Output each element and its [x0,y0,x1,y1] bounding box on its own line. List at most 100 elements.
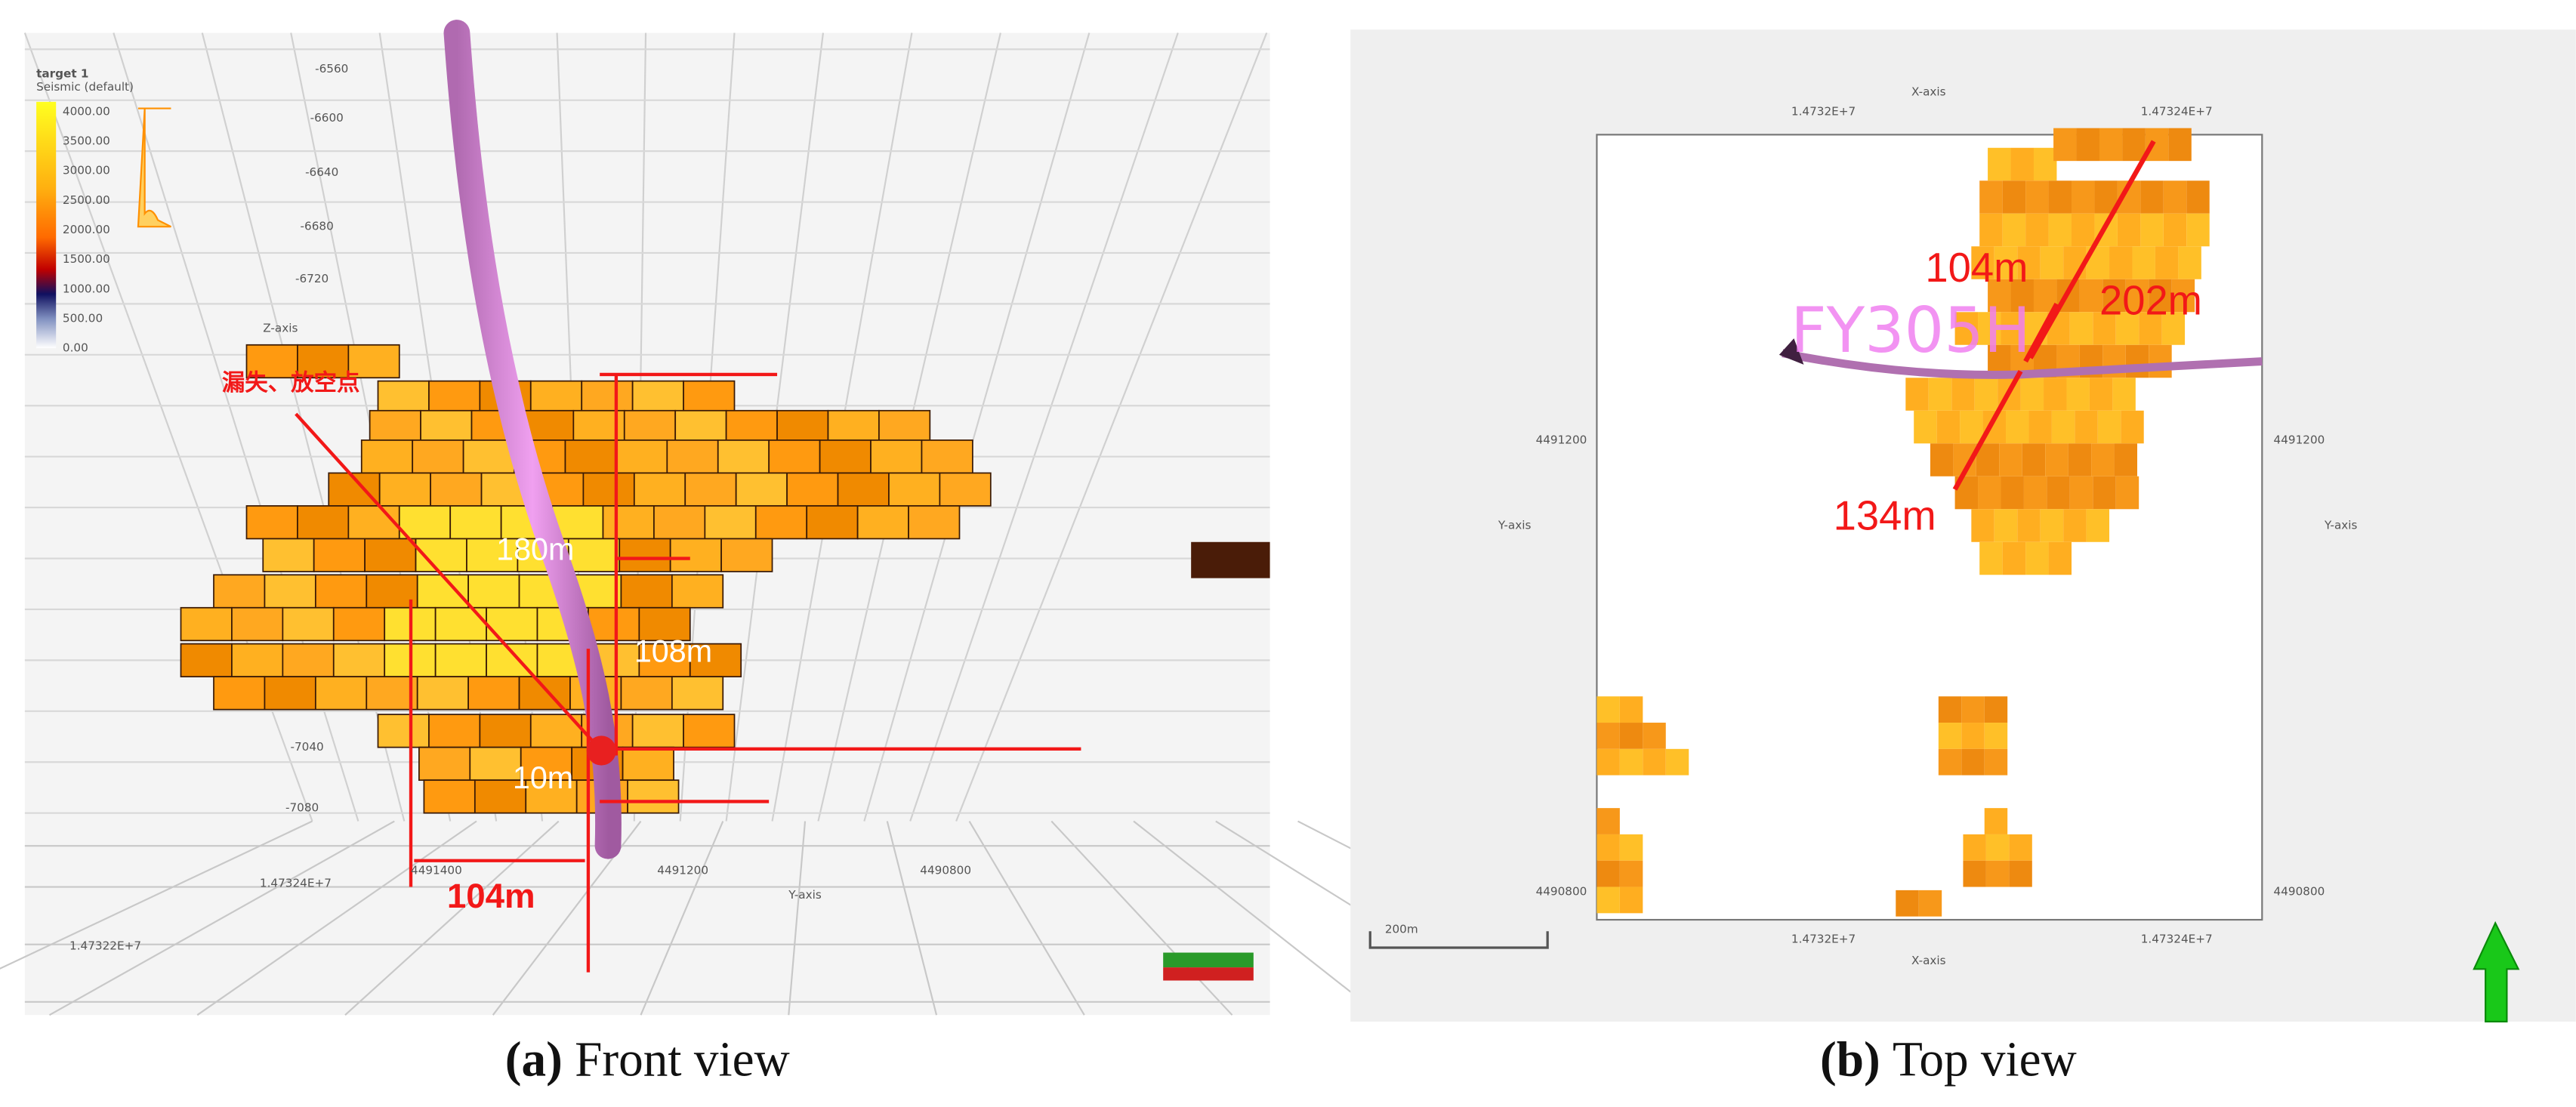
voxel [1963,834,1986,861]
y-axis-label: Y-axis [788,888,822,902]
voxel [518,676,571,711]
voxel [2020,378,2044,411]
voxel [2097,410,2121,444]
voxel [1930,443,1954,476]
voxel [347,344,400,379]
voxel [180,606,233,642]
voxel [921,439,973,474]
x-axis-label: X-axis [1911,85,1946,98]
voxel [2001,476,2024,510]
distance-label: 10m [513,760,573,795]
measure-lines [295,372,1081,973]
voxel [2010,147,2034,181]
caption-text: Top view [1893,1032,2077,1087]
voxel [2048,541,2072,575]
voxel [282,606,335,642]
voxel [332,643,386,678]
distance-label: 108m [634,634,712,669]
voxel [1619,696,1643,723]
distance-label: 180m [496,532,574,567]
voxel [671,676,724,711]
voxel [620,574,673,609]
grid-line [909,32,1179,822]
voxel [588,606,640,642]
voxel [2025,541,2049,575]
voxel [2002,541,2026,575]
voxel [2114,443,2138,476]
voxel [1665,748,1689,776]
voxel [1984,696,2008,723]
colorbar-tick-label: 500.00 [63,311,103,325]
voxel [434,606,487,642]
voxel [2045,443,2069,476]
y-tick-label: 4490800 [920,863,971,877]
voxel [2186,213,2210,247]
voxel [1994,246,2018,279]
voxel [669,538,722,572]
y-tick-label: 4490800 [2274,885,2325,899]
voxel [213,676,266,711]
voxel [1999,443,2022,476]
voxel [1938,696,1962,723]
voxel [360,439,414,474]
colorbar-subtitle: Seismic (default) [36,80,134,94]
y-axis-label: Y-axis [2324,519,2358,532]
voxel [674,409,727,445]
north-arrow [2473,920,2520,1022]
voxel [786,472,839,507]
y-tick-label: 4491200 [1536,433,1587,446]
voxel [638,606,691,642]
voxel [2079,279,2103,313]
voxel [2025,180,2049,214]
voxel [282,643,335,678]
voxel [567,538,621,572]
voxel [2076,128,2099,162]
voxel [1619,834,1643,861]
voxel [1936,410,1961,444]
voxel [2002,180,2026,214]
colorbar-ticks: 4000.00 3500.00 3000.00 2500.00 2000.00 1500.… [63,104,110,354]
voxel [725,409,778,445]
voxel [2047,476,2070,510]
voxel [806,505,859,540]
voxel [2122,128,2146,162]
grid-line [968,820,1085,1016]
voxel [908,505,961,540]
voxel [2140,180,2164,214]
voxel [2051,410,2075,444]
colorbar-tick-label: 3000.00 [63,164,110,177]
voxel [1597,834,1620,861]
voxel [364,538,417,572]
voxel [2053,128,2077,162]
grid-line [1133,820,1381,1016]
voxel [1979,180,2003,214]
voxel [418,746,471,782]
scale-bar [1368,931,1549,949]
voxel [1961,723,1985,749]
voxel [1619,887,1643,914]
voxel [631,714,684,748]
colorbar-tick-label: 4000.00 [63,104,110,118]
colorbar [36,101,57,349]
voxel [2168,128,2192,162]
voxel [564,439,617,474]
voxel [1896,890,1919,917]
voxel [2149,279,2172,313]
voxel [1961,696,1985,723]
distance-label: 104m [447,877,535,915]
voxel [2069,476,2093,510]
voxel [369,409,421,445]
distance-label: 202m [2099,278,2202,324]
z-tick-label: -6600 [310,111,344,125]
voxel [1954,312,1979,345]
x-tick-label: 1.47324E+7 [2141,933,2213,946]
voxel [2132,246,2155,279]
colorbar-tick-label: 3500.00 [63,134,110,148]
voxel [430,472,483,507]
caption-text: Front view [575,1032,790,1087]
well-label: FY305H [1791,294,2031,367]
voxel [377,380,430,415]
voxel [2028,410,2052,444]
voxel [2048,213,2072,247]
